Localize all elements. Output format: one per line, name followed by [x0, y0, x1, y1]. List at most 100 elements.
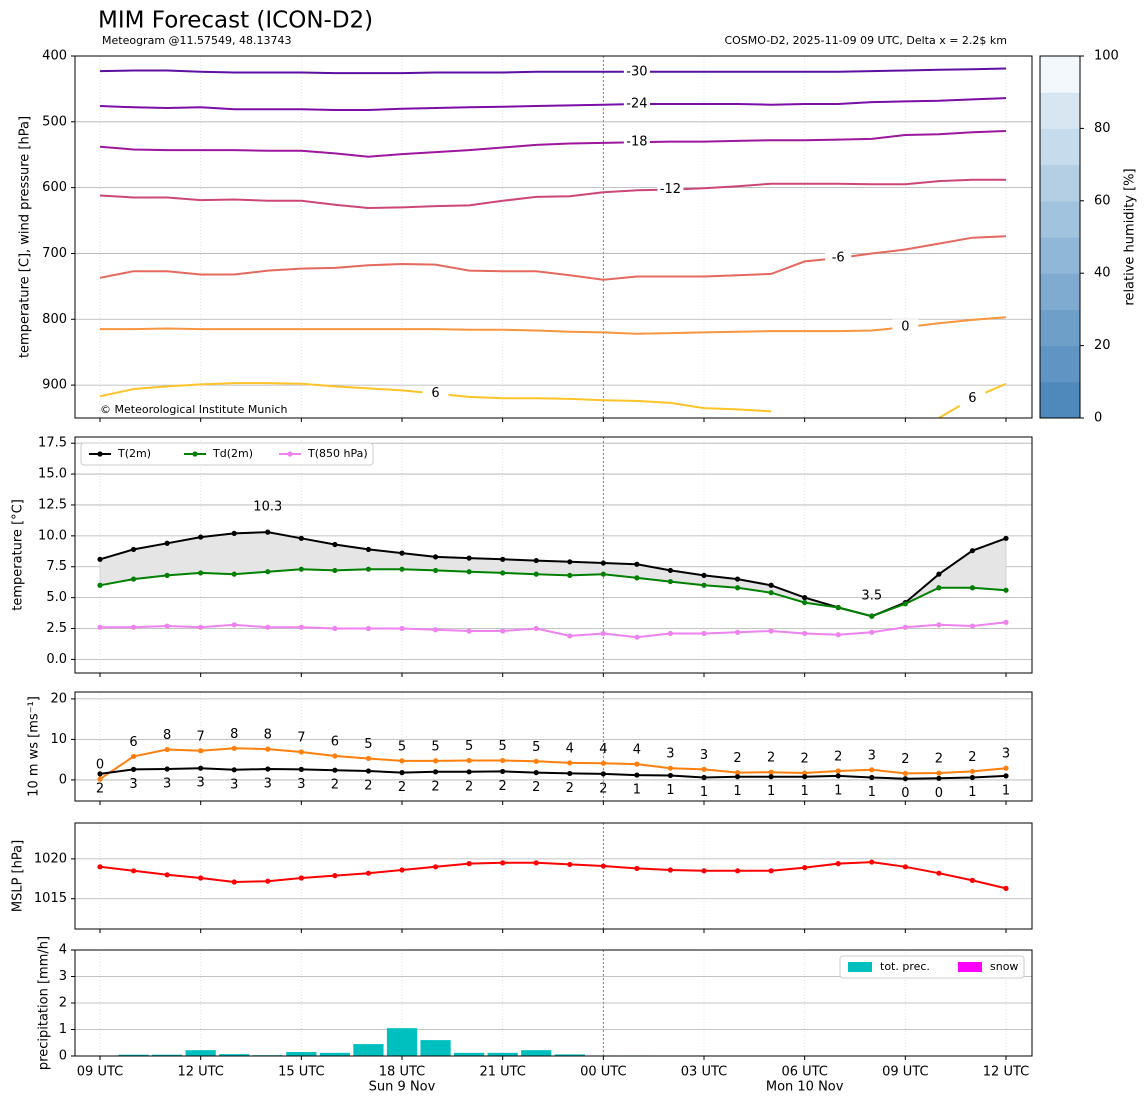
point	[432, 567, 439, 574]
point	[802, 595, 808, 601]
value-label: 2	[733, 751, 741, 766]
point	[835, 768, 841, 774]
chart-title: MIM Forecast (ICON-D2)	[98, 8, 373, 34]
contour-label-bg	[422, 385, 449, 402]
value-label: 0	[96, 758, 104, 773]
point	[97, 582, 103, 588]
point	[734, 770, 741, 776]
point	[432, 627, 439, 633]
point	[969, 768, 976, 775]
contour-label: 0	[901, 320, 909, 335]
bar	[420, 1040, 451, 1056]
value-label: 2	[364, 779, 372, 794]
y-axis-label: 10 m ws [ms⁻¹]	[27, 696, 42, 797]
contour-label-bg	[959, 390, 986, 407]
point	[768, 590, 774, 596]
x-tick-label: 09 UTC	[77, 1065, 123, 1080]
point	[567, 633, 573, 639]
y-tick-label: 12.5	[38, 497, 67, 512]
series-line	[100, 621, 1007, 639]
point	[869, 859, 875, 865]
subtitle: Meteogram @11.57549, 48.13743	[102, 34, 292, 47]
point	[466, 861, 472, 867]
value-label: 3	[264, 776, 272, 791]
y-tick-label: 700	[42, 246, 67, 261]
colorbar-tick-label: 20	[1094, 338, 1111, 353]
point	[869, 629, 875, 635]
point	[265, 569, 271, 575]
contour-label-bg	[825, 250, 852, 267]
point	[667, 567, 674, 574]
point	[198, 534, 204, 540]
bar	[454, 1052, 485, 1056]
colorbar-tick-label: 100	[1094, 49, 1119, 64]
point	[365, 566, 372, 572]
legend-marker	[192, 451, 198, 457]
value-label: 3	[230, 777, 238, 792]
bar	[319, 1052, 350, 1056]
point	[600, 630, 606, 637]
contour-label: -30	[626, 64, 647, 79]
point	[365, 755, 372, 762]
value-label: 3	[868, 748, 876, 763]
y-tick-label: 7.5	[46, 559, 67, 574]
point	[802, 630, 808, 637]
contour-label-bg	[623, 63, 650, 80]
point	[936, 622, 942, 628]
point	[634, 772, 640, 778]
point	[634, 634, 640, 640]
value-label: 0	[935, 786, 943, 801]
point	[1003, 885, 1009, 891]
legend-label: snow	[990, 960, 1018, 973]
y-axis-label: temperature [°C]	[11, 499, 26, 611]
point	[835, 632, 841, 638]
point	[533, 758, 539, 764]
value-label: 6	[129, 735, 137, 750]
point	[198, 624, 204, 630]
legend-label: tot. prec.	[880, 960, 930, 973]
value-label: 3	[700, 748, 708, 763]
point	[835, 773, 841, 779]
x-tick-label: 12 UTC	[983, 1065, 1029, 1080]
point	[701, 572, 707, 578]
point	[500, 628, 506, 634]
colorbar-band	[1040, 345, 1080, 383]
point	[231, 767, 237, 773]
point	[734, 629, 741, 635]
point	[265, 529, 271, 535]
point	[399, 550, 405, 556]
value-label: 8	[264, 728, 272, 743]
contour-label: -12	[660, 182, 681, 197]
point	[97, 556, 103, 562]
point	[365, 546, 372, 553]
colorbar-band	[1040, 237, 1080, 274]
point	[198, 765, 204, 771]
point	[768, 582, 774, 588]
point	[936, 870, 942, 876]
x-tick-label: 18 UTC	[379, 1065, 425, 1080]
colorbar-band	[1040, 273, 1080, 310]
point	[969, 877, 976, 883]
point	[969, 623, 976, 629]
x-tick-label: 15 UTC	[278, 1065, 324, 1080]
value-label: 3	[1002, 747, 1010, 762]
colorbar-band	[1040, 381, 1080, 419]
date-label: Sun 9 Nov	[369, 1080, 436, 1095]
value-label: 1	[868, 785, 876, 800]
colorbar-band	[1040, 128, 1080, 166]
point	[936, 770, 942, 776]
plot-frame	[74, 949, 1033, 1057]
point	[265, 624, 271, 630]
value-label: 1	[666, 783, 674, 798]
point	[533, 770, 539, 776]
max-label: 10.3	[253, 500, 282, 515]
point	[1003, 535, 1009, 541]
point	[500, 570, 506, 576]
min-label: 3.5	[861, 589, 882, 604]
point	[130, 766, 137, 772]
colorbar-band	[1040, 56, 1080, 93]
contour-label: -6	[832, 251, 845, 266]
y-tick-label: 500	[42, 114, 67, 129]
value-label: 2	[499, 779, 507, 794]
contour-label-bg	[623, 96, 650, 113]
